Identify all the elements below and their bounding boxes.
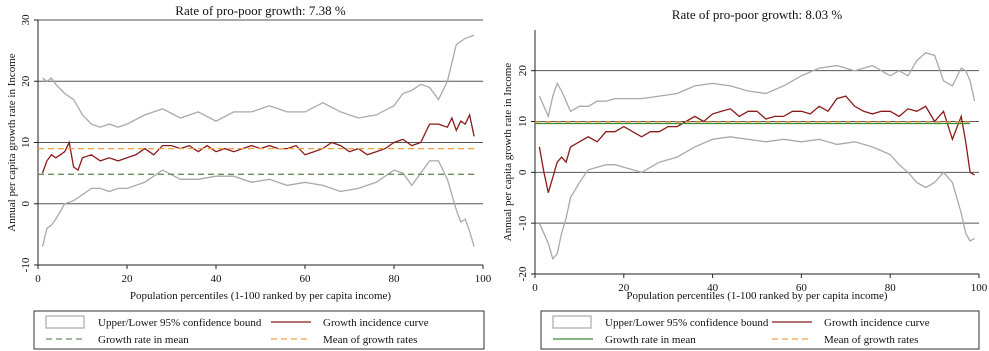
series-line (41, 160, 475, 247)
legend-label: Mean of growth rates (323, 334, 417, 346)
series-line (41, 112, 475, 174)
y-tick-label: -20 (517, 266, 529, 281)
y-tick-label: 10 (517, 116, 529, 128)
x-tick-label: 20 (122, 273, 134, 285)
x-axis-label: Population percentiles (1-100 ranked by … (626, 290, 887, 302)
y-tick-label: -10 (517, 215, 529, 230)
y-tick-label: 30 (20, 14, 32, 26)
chart-right: Rate of pro-poor growth: 8.03 % -20 -10 0 10… (502, 7, 988, 350)
y-tick-label: 0 (517, 169, 529, 175)
x-tick-label: 60 (300, 273, 312, 285)
legend-box (33, 310, 485, 350)
y-tick-label: 20 (517, 65, 529, 77)
legend-box (540, 310, 980, 350)
x-tick-label: 60 (796, 282, 808, 294)
x-axis-label: Population percentiles (1-100 ranked by … (130, 290, 391, 302)
y-tick-label: 0 (20, 201, 32, 207)
series-line (538, 52, 976, 119)
chart-title: Rate of pro-poor growth: 7.38 % (175, 3, 346, 18)
y-axis-label: Annual per capita growth rate in Income (6, 53, 18, 231)
y-tick-label: 20 (20, 75, 32, 87)
series-line (42, 34, 475, 128)
x-tick-label: 20 (618, 282, 630, 294)
legend-label: Growth incidence curve (824, 317, 930, 329)
x-tick-label: 40 (707, 282, 719, 294)
legend-label: Growth rate in mean (98, 334, 189, 346)
x-tick-label: 40 (211, 273, 223, 285)
x-tick-label: 0 (35, 273, 41, 285)
legend-label: Upper/Lower 95% confidence bound (605, 317, 769, 329)
x-tick-label: 100 (971, 282, 988, 294)
y-axis-label: Annual per capita growth rate in Income (502, 63, 514, 241)
chart-panel-right: Rate of pro-poor growth: 8.03 % -20 -10 0 10… (495, 0, 989, 351)
x-tick-label: 0 (532, 282, 538, 294)
chart-left: Rate of pro-poor growth: 7.38 %-10010203… (6, 3, 492, 350)
legend-label: Growth incidence curve (323, 317, 429, 329)
legend-label: Upper/Lower 95% confidence bound (98, 317, 262, 329)
legend-swatch (45, 315, 85, 329)
legend-swatch (552, 315, 592, 329)
series-line (538, 95, 975, 193)
x-tick-label: 80 (389, 273, 401, 285)
series-line (538, 136, 975, 261)
x-tick-label: 80 (885, 282, 897, 294)
y-tick-label: 10 (20, 137, 32, 149)
legend-label: Growth rate in mean (605, 334, 696, 346)
chart-panel-left: Rate of pro-poor growth: 7.38 % -10 0 10 20 3… (0, 0, 494, 351)
x-tick-label: 100 (475, 273, 492, 285)
chart-title: Rate of pro-poor growth: 8.03 % (672, 7, 843, 22)
legend-label: Mean of growth rates (824, 334, 918, 346)
y-tick-label: -10 (20, 257, 32, 272)
